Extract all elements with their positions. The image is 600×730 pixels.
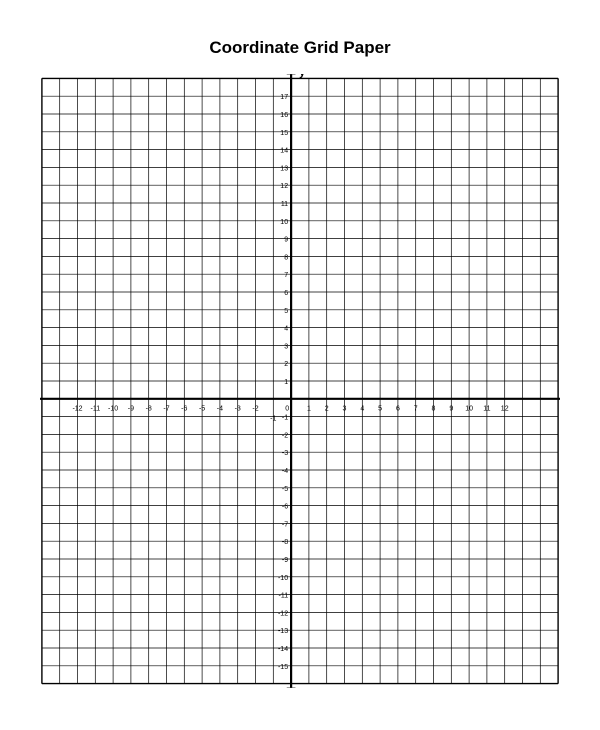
- svg-text:-10: -10: [108, 406, 118, 413]
- svg-text:-6: -6: [181, 406, 187, 413]
- svg-text:0: 0: [285, 406, 289, 413]
- svg-text:-7: -7: [282, 521, 288, 528]
- svg-text:5: 5: [284, 308, 288, 315]
- svg-text:10: 10: [280, 219, 288, 226]
- svg-text:15: 15: [280, 130, 288, 137]
- y-axis-label: y: [299, 74, 306, 78]
- svg-text:-3: -3: [282, 450, 288, 457]
- svg-text:16: 16: [280, 112, 288, 119]
- page-title: Coordinate Grid Paper: [0, 38, 600, 58]
- svg-text:-10: -10: [278, 575, 288, 582]
- svg-text:-1: -1: [270, 416, 276, 423]
- svg-text:8: 8: [284, 254, 288, 261]
- svg-text:6: 6: [284, 290, 288, 297]
- svg-text:-6: -6: [282, 504, 288, 511]
- svg-text:3: 3: [343, 406, 347, 413]
- svg-text:14: 14: [280, 148, 288, 155]
- svg-text:-4: -4: [282, 468, 288, 475]
- coordinate-grid-chart: -12-11-10-9-8-7-6-5-4-3-2-10123456789101…: [40, 74, 560, 688]
- svg-text:-1: -1: [282, 415, 288, 422]
- svg-text:8: 8: [432, 406, 436, 413]
- svg-text:-8: -8: [282, 539, 288, 546]
- svg-text:-9: -9: [282, 557, 288, 564]
- svg-text:4: 4: [284, 326, 288, 333]
- svg-text:9: 9: [449, 406, 453, 413]
- svg-text:-4: -4: [217, 406, 223, 413]
- svg-text:-3: -3: [235, 406, 241, 413]
- svg-text:-2: -2: [282, 432, 288, 439]
- svg-text:-13: -13: [278, 628, 288, 635]
- svg-text:-12: -12: [278, 610, 288, 617]
- svg-text:2: 2: [325, 406, 329, 413]
- svg-text:-8: -8: [146, 406, 152, 413]
- svg-text:12: 12: [280, 183, 288, 190]
- svg-text:-5: -5: [282, 486, 288, 493]
- svg-text:1: 1: [307, 406, 311, 413]
- svg-text:-11: -11: [278, 593, 288, 600]
- svg-text:-12: -12: [72, 406, 82, 413]
- svg-text:1: 1: [284, 379, 288, 386]
- svg-text:-14: -14: [278, 646, 288, 653]
- svg-text:9: 9: [284, 237, 288, 244]
- svg-text:4: 4: [360, 406, 364, 413]
- svg-text:11: 11: [281, 201, 288, 208]
- svg-text:7: 7: [414, 406, 418, 413]
- svg-text:11: 11: [483, 406, 490, 413]
- svg-text:-15: -15: [278, 664, 288, 671]
- svg-text:3: 3: [284, 343, 288, 350]
- svg-text:7: 7: [284, 272, 288, 279]
- svg-text:12: 12: [501, 406, 509, 413]
- svg-text:17: 17: [280, 94, 288, 101]
- svg-text:-9: -9: [128, 406, 134, 413]
- svg-text:10: 10: [465, 406, 473, 413]
- svg-text:5: 5: [378, 406, 382, 413]
- svg-text:13: 13: [280, 165, 288, 172]
- svg-text:-5: -5: [199, 406, 205, 413]
- svg-text:-11: -11: [90, 406, 100, 413]
- svg-text:6: 6: [396, 406, 400, 413]
- svg-text:2: 2: [284, 361, 288, 368]
- svg-text:-2: -2: [252, 406, 258, 413]
- svg-text:-7: -7: [163, 406, 169, 413]
